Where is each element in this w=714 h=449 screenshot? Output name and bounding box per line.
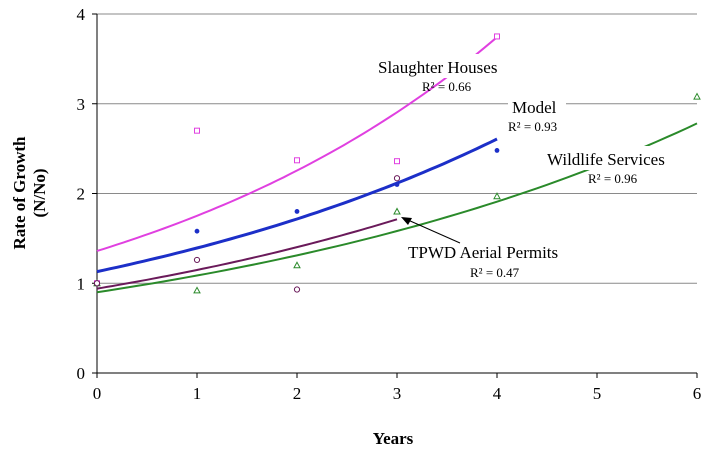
point-wildlife-services [393,207,401,215]
y-tick-labels: 0 1 2 3 4 [77,5,86,383]
point-model [194,228,200,234]
point-tpwd-aerial-permits [393,175,401,182]
x-axis-title: Years [373,429,414,448]
x-tick-label: 3 [393,384,402,403]
slaughter-houses-label: Slaughter Houses [378,58,497,77]
x-tick-label: 4 [493,384,502,403]
trendline-model [96,137,498,274]
wildlife-label-bg [545,146,689,170]
point-tpwd-aerial-permits [193,256,201,264]
axes [92,13,698,378]
x-tick-label: 2 [293,384,302,403]
point-slaughter-houses [494,33,500,40]
tpwd-pointer-arrow [401,217,461,244]
y-tick-label: 1 [77,274,86,293]
point-model [294,209,300,214]
y-tick-label: 2 [77,185,86,204]
x-tick-labels: 0 1 2 3 4 5 6 [93,384,702,403]
x-tick-label: 0 [93,384,102,403]
x-tick-label: 5 [593,384,602,403]
trendline-slaughter-houses [96,36,498,252]
slaughter-label-bg [376,54,536,78]
point-slaughter-houses [194,127,200,134]
y-tick-label: 0 [77,364,86,383]
tpwd-label-bg [404,240,574,264]
y-tick-label: 3 [77,95,86,114]
wildlife-services-r2: R² = 0.96 [588,171,638,186]
gridlines [97,13,697,284]
point-model [394,182,400,187]
tpwd-aerial-permits-r2: R² = 0.47 [470,265,520,280]
model-r2: R² = 0.93 [508,119,557,134]
x-tick-label: 6 [693,384,702,403]
model-label: Model [512,98,557,117]
x-tick-label: 1 [193,384,202,403]
point-wildlife-services [493,192,501,200]
point-tpwd-aerial-permits [293,286,301,293]
trendline-tpwd-aerial-permits [96,218,398,290]
point-tpwd-aerial-permits [93,280,101,287]
point-wildlife-services [293,261,301,269]
data-points [93,33,701,294]
y-tick-label: 4 [77,5,86,24]
tpwd-aerial-permits-label: TPWD Aerial Permits [408,243,558,262]
point-slaughter-houses [294,157,300,164]
slaughter-houses-r2: R² = 0.66 [422,79,472,94]
model-label-bg [508,94,566,118]
wildlife-services-label: Wildlife Services [547,150,665,169]
point-model [494,148,500,153]
point-slaughter-houses [394,158,400,165]
y-axis-subtitle: (N/No) [30,168,49,217]
point-wildlife-services [693,92,701,100]
point-wildlife-services [193,286,201,294]
y-axis-title: Rate of Growth [10,136,29,250]
